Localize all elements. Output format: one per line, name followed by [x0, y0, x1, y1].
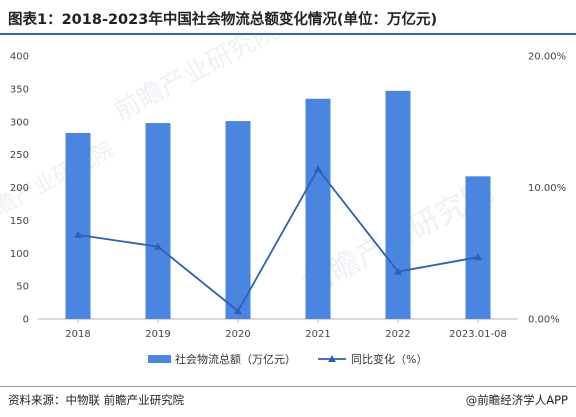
- watermark-text-1: 前瞻产业研究院: [109, 36, 284, 127]
- y-right-tick-label: 0.00%: [528, 315, 560, 326]
- brand-label: @前瞻经济学人APP: [465, 393, 568, 407]
- x-tick-label: 2022: [385, 329, 410, 340]
- y-left-tick-label: 0: [23, 315, 29, 326]
- x-tick-label: 2018: [65, 329, 90, 340]
- x-tick-label: 2019: [145, 329, 170, 340]
- bar: [65, 132, 91, 319]
- y-left-tick-label: 150: [10, 216, 29, 227]
- line-path: [77, 167, 479, 313]
- y-left-tick-label: 350: [10, 84, 29, 95]
- y-left-tick-label: 50: [16, 282, 29, 293]
- axes-group: 0 50 100 150 200 250 300 350 400 0.00% 10.00% 20.00…: [10, 52, 566, 341]
- bar: [225, 121, 251, 319]
- legend-line-label: 同比变化（%）: [351, 352, 427, 366]
- line-series-group: [74, 165, 482, 315]
- line-point: [314, 165, 322, 173]
- footer-divider: [0, 386, 576, 387]
- chart-title: 图表1：2018-2023年中国社会物流总额变化情况(单位：万亿元): [8, 12, 438, 28]
- line-point: [74, 230, 82, 238]
- bar: [465, 176, 491, 319]
- y-left-tick-label: 200: [10, 183, 29, 194]
- bar: [305, 98, 331, 319]
- bar: [145, 123, 171, 319]
- line-point: [474, 253, 482, 261]
- line-point: [394, 267, 402, 275]
- legend-bar-label: 社会物流总额（万亿元）: [175, 352, 296, 366]
- line-point: [154, 242, 162, 250]
- y-left-tick-label: 300: [10, 117, 29, 128]
- legend-line-marker: [328, 355, 336, 362]
- chart: 前瞻产业研究院 前瞻产业研究院 前瞻产业研究院 0501001502002503…: [0, 36, 566, 366]
- legend-bar-swatch: [148, 355, 171, 363]
- x-tick-label: 2021: [305, 329, 330, 340]
- source-note: 资料来源：中物联 前瞻产业研究院: [8, 393, 185, 407]
- y-right-tick-label: 20.00%: [528, 52, 566, 63]
- y-right-tick-label: 10.00%: [528, 183, 566, 194]
- bars-group: [65, 90, 491, 319]
- legend: 社会物流总额（万亿元） 同比变化（%）: [148, 352, 427, 366]
- y-left-tick-label: 100: [10, 249, 29, 260]
- bar: [385, 90, 411, 319]
- title-divider: [0, 33, 576, 35]
- x-tick-label: 2020: [225, 329, 250, 340]
- y-left-tick-label: 250: [10, 150, 29, 161]
- line-point: [234, 307, 242, 315]
- y-left-tick-label: 400: [10, 52, 29, 63]
- x-tick-label: 2023.01-08: [449, 329, 507, 340]
